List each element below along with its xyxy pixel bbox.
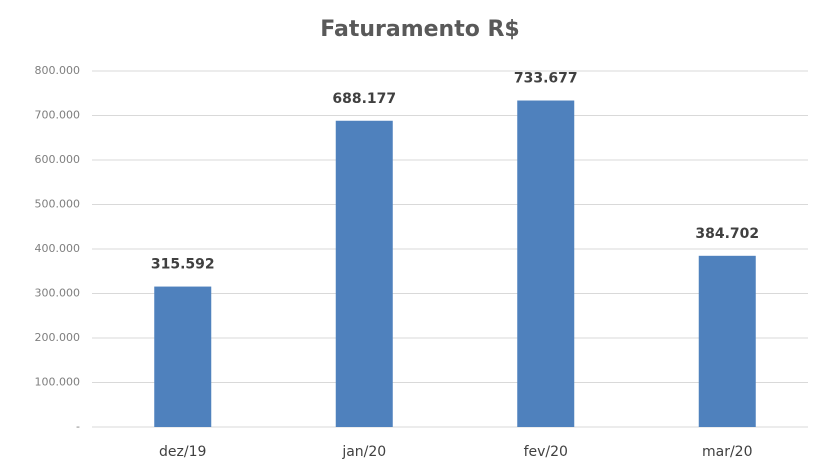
value-label: 384.702 [695, 226, 759, 242]
y-tick-label: 800.000 [35, 64, 81, 77]
y-tick-label: 700.000 [35, 109, 81, 122]
y-tick-label: 400.000 [35, 242, 81, 255]
bar [335, 120, 393, 428]
bar [154, 286, 212, 427]
x-tick-label: jan/20 [341, 444, 386, 460]
bar [698, 255, 756, 427]
value-label: 315.592 [151, 257, 215, 273]
x-tick-label: mar/20 [702, 444, 753, 460]
y-tick-label: 500.000 [35, 198, 81, 211]
chart-title: Faturamento R$ [320, 17, 520, 42]
y-tick-label: - [76, 420, 80, 433]
x-tick-label: fev/20 [524, 444, 568, 460]
bar [517, 100, 575, 427]
y-tick-label: 200.000 [35, 331, 81, 344]
y-tick-label: 300.000 [35, 287, 81, 300]
value-label: 688.177 [332, 91, 396, 107]
y-tick-label: 100.000 [35, 376, 81, 389]
value-label: 733.677 [514, 71, 578, 87]
x-tick-label: dez/19 [159, 444, 206, 460]
y-tick-label: 600.000 [35, 153, 81, 166]
